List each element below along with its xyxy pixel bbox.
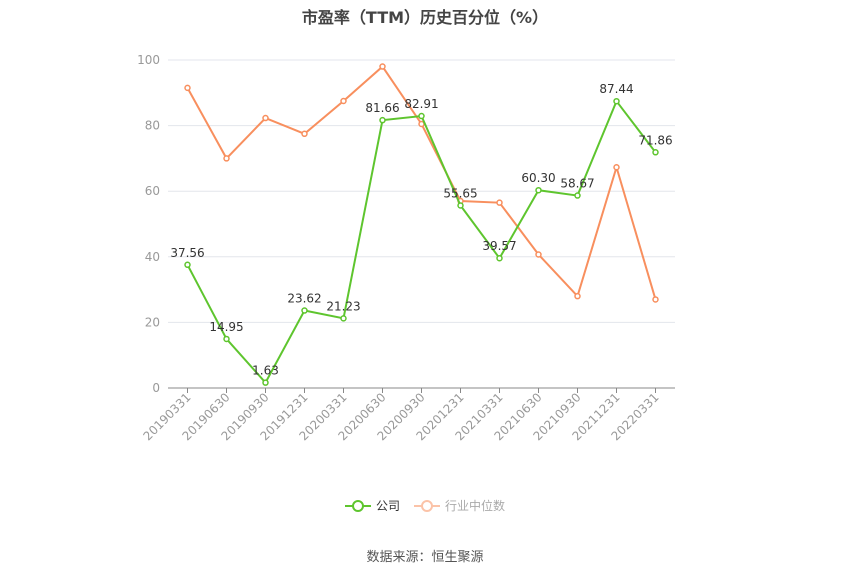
data-point (379, 116, 386, 124)
data-label: 21.23 (326, 299, 360, 313)
data-label: 82.91 (404, 97, 438, 111)
data-point (535, 186, 542, 194)
data-label: 39.57 (482, 239, 516, 253)
legend-item-industry-median[interactable]: 行业中位数 (414, 497, 505, 514)
data-point (301, 307, 308, 314)
legend-item-company[interactable]: 公司 (344, 497, 400, 514)
legend: 公司 行业中位数 (0, 497, 850, 514)
data-label: 60.30 (521, 171, 555, 185)
series-line-company (186, 99, 657, 385)
y-tick-label: 100 (137, 53, 160, 67)
data-label: 58.67 (560, 177, 594, 191)
line-chart: 0204060801002019033120190630201909302019… (137, 53, 675, 443)
data-point (535, 251, 542, 258)
legend-label-industry-median: 行业中位数 (445, 499, 506, 513)
data-label: 23.62 (287, 292, 321, 306)
data-point (262, 379, 269, 386)
legend-industry-icon (414, 499, 440, 512)
data-point (652, 296, 659, 303)
data-label: 1.63 (252, 364, 279, 378)
y-tick-label: 80 (145, 119, 160, 133)
data-point (457, 202, 464, 209)
data-point (379, 63, 386, 70)
data-point (652, 149, 659, 156)
data-label: 37.56 (170, 246, 204, 260)
data-point (184, 261, 191, 269)
data-point (262, 114, 269, 122)
data-label: 71.86 (638, 133, 672, 147)
data-label: 87.44 (599, 82, 633, 96)
legend-label-company: 公司 (375, 499, 400, 513)
y-tick-label: 40 (145, 250, 160, 264)
y-tick-label: 0 (152, 381, 160, 395)
data-point (613, 164, 620, 171)
legend-company-icon (344, 499, 371, 512)
data-point (223, 335, 230, 343)
data-point (574, 192, 581, 199)
data-point (496, 254, 503, 262)
data-point (184, 84, 191, 92)
data-point (340, 97, 347, 105)
y-tick-label: 60 (145, 184, 160, 198)
data-point (574, 292, 581, 300)
data-source: 数据来源：恒生聚源 (366, 550, 484, 565)
data-label: 81.66 (365, 101, 399, 115)
data-point (418, 112, 425, 120)
data-point (613, 97, 620, 105)
data-point (496, 199, 503, 206)
data-point (223, 155, 230, 162)
data-label: 55.65 (443, 186, 477, 200)
y-tick-label: 20 (145, 315, 160, 329)
chart-title: 市盈率（TTM）历史百分位（%） (301, 8, 549, 27)
data-label: 14.95 (209, 320, 243, 334)
data-point (340, 315, 347, 322)
data-point (301, 130, 308, 138)
